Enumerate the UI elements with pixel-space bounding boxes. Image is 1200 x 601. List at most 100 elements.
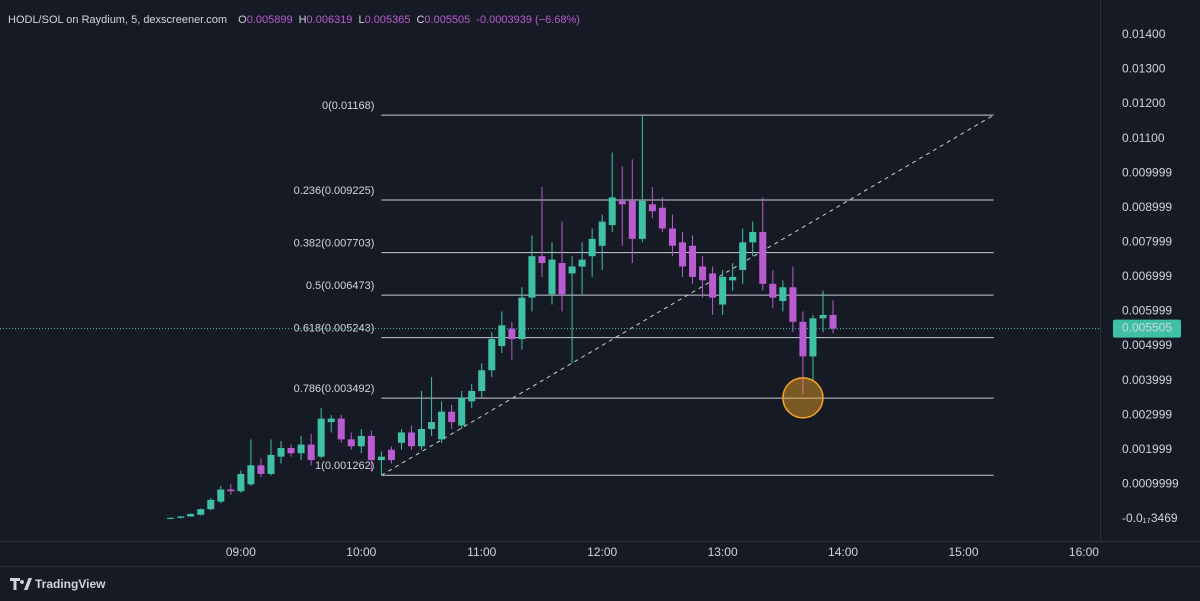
candle-body (428, 422, 436, 429)
candle-body (689, 245, 697, 277)
branding-text: TradingView (35, 577, 106, 591)
fib-label: 0.786(0.003492) (294, 383, 375, 395)
field-value: 0.005505 (424, 14, 470, 26)
candle-body (247, 465, 255, 485)
y-tick-label: -0.0₁₇3469 (1122, 511, 1178, 525)
candle-body (237, 473, 245, 492)
y-tick-label: 0.007999 (1122, 235, 1172, 249)
candle-body (628, 200, 636, 239)
y-tick-label: 0.01300 (1122, 62, 1166, 76)
candle-body (327, 418, 335, 423)
fib-trend-line (381, 114, 994, 476)
y-tick-label: 0.001999 (1122, 442, 1172, 456)
x-tick-label: 11:00 (467, 545, 496, 559)
candle-body (407, 432, 416, 447)
candle-body (719, 276, 727, 305)
candle-body (518, 297, 526, 340)
y-tick-label: 0.006999 (1122, 269, 1172, 283)
candle-body (448, 411, 456, 423)
candle-body (508, 328, 516, 340)
candle-body (528, 256, 536, 298)
candle-body (729, 276, 737, 281)
candle-body (257, 465, 265, 474)
candle-body (809, 318, 817, 357)
candle-body (618, 200, 626, 205)
candle-body (578, 259, 586, 267)
candle-body (347, 439, 355, 447)
y-tick-label: 0.005999 (1122, 304, 1172, 318)
candle-body (267, 454, 275, 474)
candle-body (307, 444, 315, 461)
x-tick-label: 16:00 (1069, 545, 1099, 559)
candle-body (197, 509, 205, 515)
y-tick-label: 0.01100 (1122, 131, 1165, 145)
candle-body (277, 448, 285, 457)
field-key: C (416, 14, 424, 26)
candle-body (167, 517, 175, 519)
y-tick-label: 0.002999 (1122, 407, 1172, 421)
field-key: O (238, 14, 247, 26)
candle-body (588, 238, 596, 257)
fib-label: 0.618(0.005243) (294, 323, 375, 335)
candle-body (387, 449, 395, 461)
field-key: H (299, 14, 307, 26)
candle-body (789, 287, 797, 322)
fib-label: 0.382(0.007703) (294, 237, 375, 249)
candle-body (367, 435, 375, 461)
candle-body (769, 283, 777, 298)
candle-body (177, 516, 185, 518)
candle-body (759, 231, 767, 284)
y-tick-label: 0.01400 (1122, 27, 1166, 41)
candle-body (598, 221, 606, 246)
candle-body (709, 273, 717, 298)
candle-body (187, 514, 195, 517)
candle-body (568, 266, 576, 274)
candle-body (377, 456, 385, 461)
y-tick-label: 0.008999 (1122, 200, 1172, 214)
logo-mark (10, 578, 32, 590)
last-price-box (1113, 319, 1181, 338)
candle-body (819, 314, 827, 319)
field-key: L (358, 14, 364, 26)
y-tick-label: 0.009999 (1122, 165, 1172, 179)
y-tick-label: 0.004999 (1122, 338, 1172, 352)
candle-body (227, 489, 235, 492)
candle-body (829, 314, 837, 329)
candle-body (287, 448, 295, 454)
field-value: 0.005365 (365, 14, 411, 26)
candle-body (418, 428, 426, 447)
candle-body (498, 325, 506, 347)
candle-body (548, 259, 556, 295)
candle-body (297, 444, 305, 454)
candle-body (337, 418, 345, 440)
candle-body (749, 231, 757, 243)
field-value: 0.006319 (307, 14, 353, 26)
x-tick-label: 13:00 (708, 545, 738, 559)
fib-label: 0.236(0.009225) (294, 185, 375, 197)
candle-body (558, 263, 566, 295)
branding[interactable]: TradingView (10, 577, 106, 591)
fib-label: 1(0.001262) (315, 460, 374, 472)
candle-body (638, 200, 646, 239)
x-tick-label: 09:00 (226, 545, 256, 559)
change: -0.0003939 (−6.68%) (476, 14, 580, 26)
candle-body (699, 266, 707, 281)
candle-body (668, 228, 676, 246)
fib-label: 0(0.01168) (322, 100, 374, 112)
highlight-circle (782, 377, 824, 419)
candle-body (468, 390, 476, 402)
candle-body (458, 397, 466, 426)
y-tick-label: 0.003999 (1122, 373, 1172, 387)
candle-body (799, 321, 807, 357)
candle-body (648, 204, 656, 212)
candle-body (608, 197, 616, 226)
x-tick-label: 12:00 (587, 545, 617, 559)
candle-body (538, 256, 546, 264)
x-tick-label: 14:00 (828, 545, 858, 559)
candle-body (488, 339, 496, 371)
symbol: HODL/SOL on Raydium, 5, dexscreener.com (8, 14, 227, 26)
candle-body (658, 207, 666, 229)
y-tick-label: 0.0009999 (1122, 476, 1179, 490)
y-tick-label: 0.01200 (1122, 96, 1166, 110)
